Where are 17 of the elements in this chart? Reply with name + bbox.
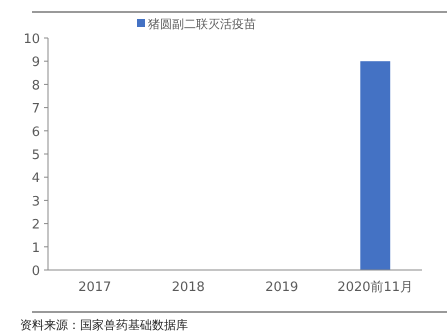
y-tick-label: 7 bbox=[32, 102, 40, 117]
y-tick-label: 1 bbox=[32, 240, 40, 256]
y-tick-label: 4 bbox=[32, 171, 40, 186]
y-tick-label: 5 bbox=[32, 148, 40, 163]
legend-label: 猪圆副二联灭活疫苗 bbox=[148, 17, 256, 31]
x-tick-label: 2019 bbox=[265, 280, 298, 295]
x-tick-label: 2020前11月 bbox=[337, 280, 414, 295]
x-tick-label: 2017 bbox=[78, 280, 112, 295]
text: 资料来源：国家兽药基础数据库 bbox=[20, 318, 188, 332]
y-tick-label: 6 bbox=[32, 124, 40, 140]
y-tick-label: 8 bbox=[32, 78, 40, 94]
y-tick-label: 9 bbox=[32, 55, 40, 70]
y-tick-label: 2 bbox=[32, 218, 40, 233]
y-tick-label: 3 bbox=[32, 194, 40, 210]
x-tick-label: 2018 bbox=[172, 280, 205, 295]
y-tick-label: 10 bbox=[23, 32, 40, 47]
y-tick-label: 0 bbox=[32, 264, 40, 279]
